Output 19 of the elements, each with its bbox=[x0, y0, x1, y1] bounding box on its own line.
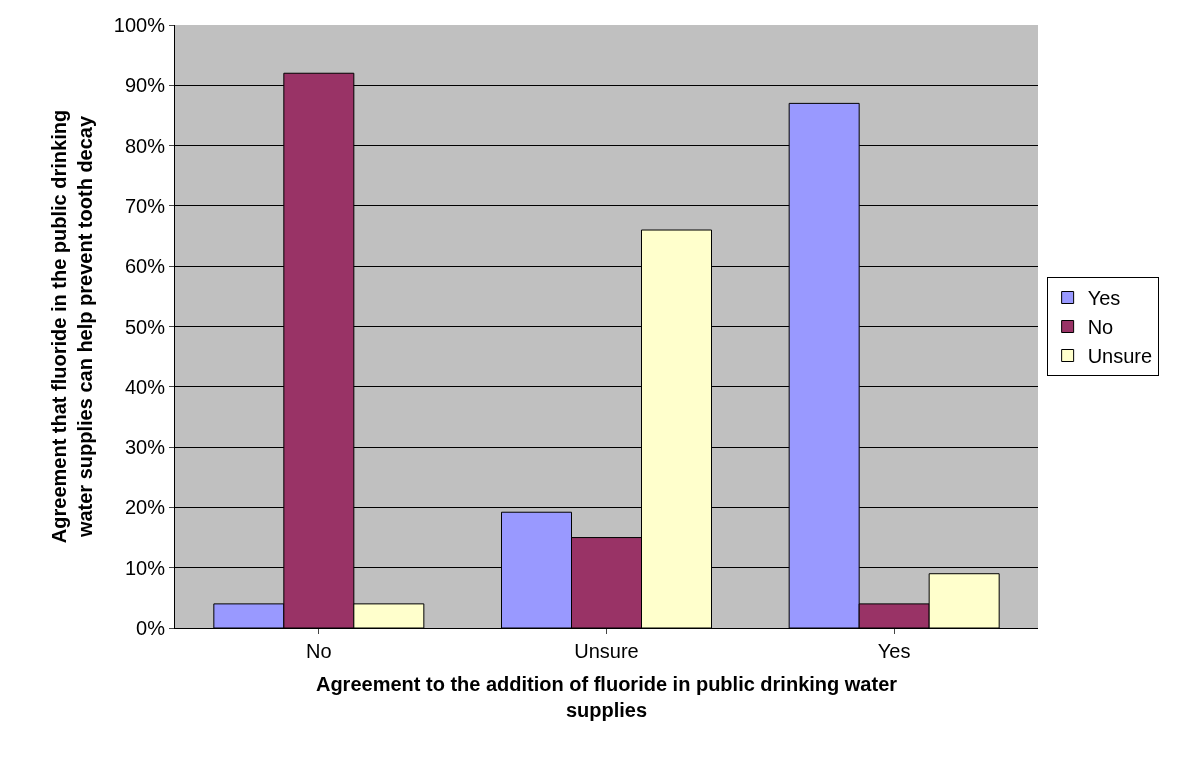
y-tick-label: 60% bbox=[124, 255, 166, 278]
legend-label: Yes bbox=[1087, 287, 1121, 310]
x-axis-title: Agreement to the addition of fluoride in public drinking water supplies bbox=[315, 672, 898, 721]
legend-label: No bbox=[1087, 316, 1114, 339]
y-tick-label: 70% bbox=[124, 194, 166, 217]
y-tick-label: 10% bbox=[124, 556, 166, 579]
y-tick-label: 80% bbox=[124, 134, 166, 157]
legend-label: Unsure bbox=[1087, 345, 1153, 368]
y-tick-label: 0% bbox=[136, 617, 166, 639]
y-tick-label: 90% bbox=[124, 74, 166, 97]
x-tick-label: Unsure bbox=[574, 640, 639, 662]
y-tick-label: 40% bbox=[124, 375, 166, 398]
y-tick-label: 20% bbox=[124, 496, 166, 519]
y-tick-label: 100% bbox=[113, 14, 166, 36]
x-tick-label: Yes bbox=[877, 640, 911, 662]
y-tick-label: 50% bbox=[124, 315, 166, 338]
y-tick-label: 30% bbox=[124, 436, 166, 459]
y-axis-title: Agreement that fluoride in the public drinking water supplies can help prevent tooth decay bbox=[48, 109, 97, 544]
x-tick-label: No bbox=[306, 640, 332, 662]
